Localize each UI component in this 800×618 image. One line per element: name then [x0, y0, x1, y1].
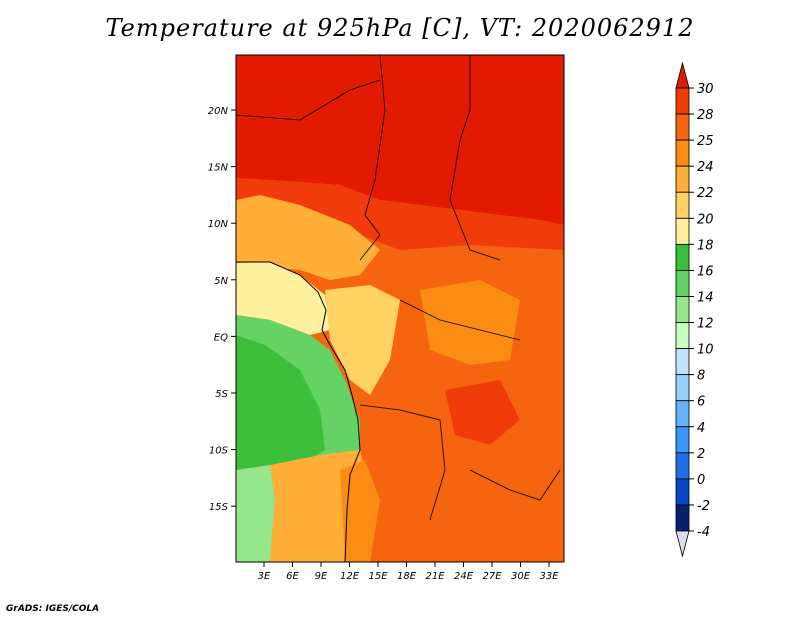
x-tick-label-6E: 6E	[286, 571, 299, 582]
y-tick-label-5S: 5S	[215, 389, 228, 400]
colorbar-label-14: 2	[697, 447, 705, 462]
colorbar-label-17: -4	[697, 525, 710, 540]
border-2	[449, 55, 501, 261]
colorbar-box-1	[675, 113, 690, 141]
map-field	[236, 55, 564, 562]
x-tick-label-18E: 18E	[397, 571, 417, 582]
x-tick-label-30E: 30E	[511, 571, 531, 582]
y-tick-label-15S: 15S	[209, 502, 229, 513]
colorbar-label-10: 10	[697, 343, 714, 358]
colorbar-box-6	[675, 243, 690, 271]
map-frame	[235, 54, 565, 563]
colorbar-box-7	[675, 270, 690, 297]
field-west-africa	[236, 195, 380, 280]
border-3	[236, 79, 381, 121]
colorbar-box-5	[675, 217, 690, 245]
coastline	[236, 261, 361, 562]
x-tick-label-12E: 12E	[340, 571, 360, 582]
y-tick-label-10S: 10S	[209, 446, 229, 457]
field-namibia-inland	[340, 460, 380, 562]
colorbar-box-3	[675, 165, 690, 193]
colorbar-label-5: 20	[697, 212, 714, 227]
colorbar-box-10	[675, 348, 690, 376]
colorbar-label-12: 6	[697, 395, 705, 410]
colorbar-label-0: 30	[697, 82, 714, 97]
x-tick-label-9E: 9E	[315, 571, 328, 582]
colorbar-label-7: 16	[697, 264, 714, 279]
colorbar-box-0	[675, 87, 690, 115]
colorbar-box-8	[675, 296, 690, 323]
colorbar-label-8: 14	[697, 290, 714, 305]
y-tick-label-EQ: EQ	[214, 332, 228, 343]
colorbar-label-15: 0	[697, 473, 705, 488]
colorbar-box-4	[675, 191, 690, 219]
border-1	[359, 55, 386, 261]
colorbar-label-1: 28	[697, 108, 714, 123]
x-tick-label-27E: 27E	[482, 571, 502, 582]
grads-footer: GrADS: IGES/COLA	[6, 604, 100, 614]
field-ocean-cold	[236, 335, 325, 485]
x-tick-label-15E: 15E	[368, 571, 388, 582]
field-ocean-benguela	[236, 465, 275, 562]
field-sahara	[236, 55, 564, 225]
colorbar-label-6: 18	[697, 238, 714, 253]
y-tick-label-15N: 15N	[208, 163, 229, 174]
field-gulf-coast	[236, 262, 330, 335]
y-axis: 20N 15N 10N 5N EQ 5S 10S 15S	[208, 106, 236, 513]
colorbar-box-12	[675, 400, 690, 428]
chart-title: Temperature at 925hPa [C], VT: 202006291…	[105, 14, 695, 42]
x-tick-label-3E: 3E	[258, 571, 271, 582]
field-central-basin	[420, 280, 520, 365]
colorbar-box-13	[675, 426, 690, 454]
colorbar-label-16: -2	[697, 499, 710, 514]
colorbar-box-14	[675, 452, 690, 480]
colorbar-label-3: 24	[697, 160, 714, 175]
field-sahel	[236, 178, 564, 250]
colorbar-box-9	[675, 322, 690, 349]
border-5	[359, 404, 446, 521]
y-tick-label-5N: 5N	[214, 276, 228, 287]
colorbar-label-13: 4	[697, 421, 705, 436]
x-tick-label-33E: 33E	[539, 571, 559, 582]
colorbar-box-16	[675, 504, 690, 532]
colorbar-box-15	[675, 478, 690, 506]
x-tick-label-24E: 24E	[454, 571, 474, 582]
y-tick-label-10N: 10N	[208, 219, 229, 230]
x-axis: 3E 6E 9E 12E 15E 18E 21E 24E 27E 30E 33E	[258, 562, 559, 582]
border-6	[469, 469, 561, 501]
colorbar-label-4: 22	[697, 186, 714, 201]
colorbar-box-11	[675, 374, 690, 402]
y-tick-label-20N: 20N	[208, 106, 229, 117]
colorbar-label-2: 25	[697, 134, 714, 149]
colorbar-label-11: 8	[697, 369, 705, 384]
field-katanga	[445, 380, 520, 445]
colorbar-bottom-arrow	[675, 530, 690, 558]
colorbar-label-9: 12	[697, 317, 714, 332]
x-tick-label-21E: 21E	[425, 571, 445, 582]
colorbar-box-2	[675, 139, 690, 167]
colorbar-top-arrow	[675, 61, 690, 89]
border-4	[399, 299, 521, 341]
